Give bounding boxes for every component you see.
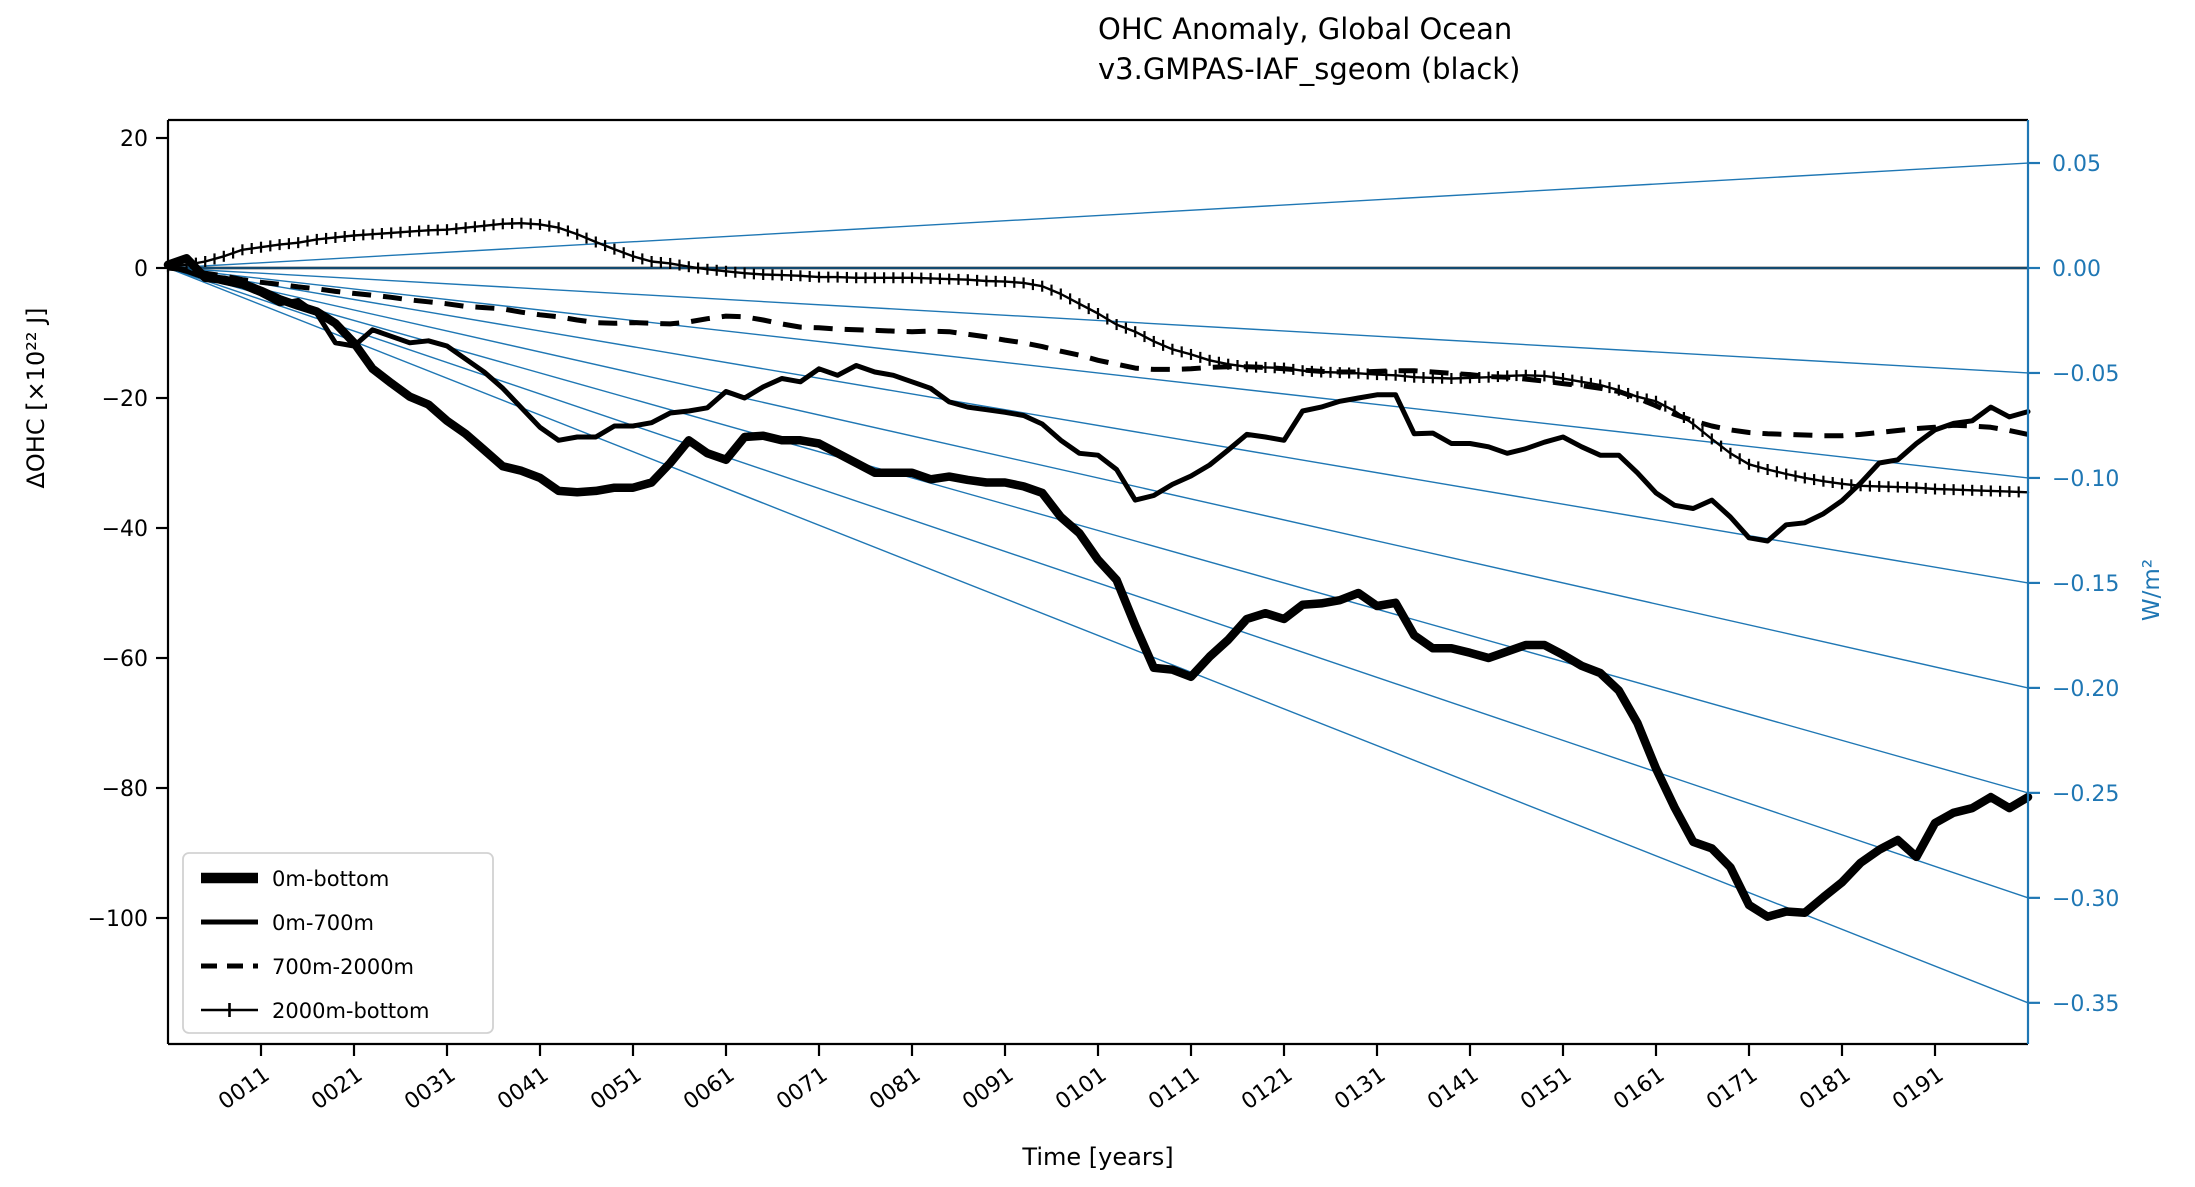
reference-line--0.10 — [167, 267, 2029, 479]
y-tick-label-left: −60 — [102, 647, 148, 672]
x-tick-label: 0091 — [958, 1062, 1018, 1115]
x-tick-label: 0141 — [1423, 1062, 1483, 1115]
reference-line--0.25 — [167, 267, 2029, 794]
y-tick-label-left: −20 — [102, 387, 148, 412]
reference-line--0.30 — [167, 267, 2029, 899]
x-tick-label: 0121 — [1237, 1062, 1297, 1115]
y-tick-label-right: 0.05 — [2052, 152, 2101, 177]
legend-label-0m-700m: 0m-700m — [272, 911, 374, 935]
reference-line--0.05 — [167, 267, 2029, 374]
x-tick-label: 0181 — [1795, 1062, 1855, 1115]
y-axis-label-left: ΔOHC [×10²² J] — [22, 307, 50, 489]
reference-line-0.05 — [167, 162, 2029, 269]
y-tick-label-left: 20 — [120, 127, 148, 152]
y-tick-label-left: −80 — [102, 777, 148, 802]
legend: 0m-bottom 0m-700m 700m-2000m 2000m-bottom — [182, 852, 494, 1034]
y-tick-label-left: −100 — [88, 907, 148, 932]
y-axis-label-right: W/m² — [2139, 558, 2165, 622]
x-tick-label: 0191 — [1888, 1062, 1948, 1115]
curve-0m-700m — [165, 263, 2031, 544]
legend-label-2000m-bottom: 2000m-bottom — [272, 999, 429, 1023]
y-tick-label-right: −0.05 — [2052, 362, 2119, 387]
x-tick-label: 0161 — [1609, 1062, 1669, 1115]
y-tick-label-right: 0.00 — [2052, 257, 2101, 282]
legend-label-0m-bottom: 0m-bottom — [272, 867, 389, 891]
curve-0m-bottom — [163, 254, 2033, 921]
y-tick-label-right: −0.10 — [2052, 467, 2119, 492]
x-tick-label: 0101 — [1051, 1062, 1111, 1115]
x-tick-label: 0031 — [400, 1062, 460, 1115]
x-tick-label: 0051 — [586, 1062, 646, 1115]
legend-box — [182, 852, 494, 1034]
x-tick-label: 0021 — [307, 1062, 367, 1115]
x-tick-label: 0151 — [1516, 1062, 1576, 1115]
y-tick-label-right: −0.20 — [2052, 677, 2119, 702]
y-tick-label-left: −40 — [102, 517, 148, 542]
reference-line--0.20 — [167, 267, 2029, 689]
plot-area: 20 0 −20 −40 −60 −80 −100 0.05 0.00 −0.05 −0.10 −0.… — [88, 118, 2119, 1115]
y-tick-label-right: −0.25 — [2052, 782, 2119, 807]
reference-line--0.15 — [167, 267, 2029, 584]
legend-label-700m-2000m: 700m-2000m — [272, 955, 414, 979]
x-axis-label: Time [years] — [1022, 1143, 1174, 1171]
y-tick-label-right: −0.30 — [2052, 887, 2119, 912]
x-tick-label: 0111 — [1144, 1062, 1204, 1115]
x-tick-label: 0061 — [679, 1062, 739, 1115]
y-tick-label-right: −0.15 — [2052, 572, 2119, 597]
x-tick-label: 0011 — [214, 1062, 274, 1115]
y-tick-label-left: 0 — [134, 257, 148, 282]
x-tick-label: 0041 — [493, 1062, 553, 1115]
curve-700m-2000m — [167, 265, 2029, 439]
x-tick-label: 0081 — [865, 1062, 925, 1115]
x-tick-label: 0071 — [772, 1062, 832, 1115]
y-tick-label-right: −0.35 — [2052, 992, 2119, 1017]
x-tick-label: 0171 — [1702, 1062, 1762, 1115]
reference-line--0.35 — [167, 267, 2029, 1004]
x-tick-label: 0131 — [1330, 1062, 1390, 1115]
